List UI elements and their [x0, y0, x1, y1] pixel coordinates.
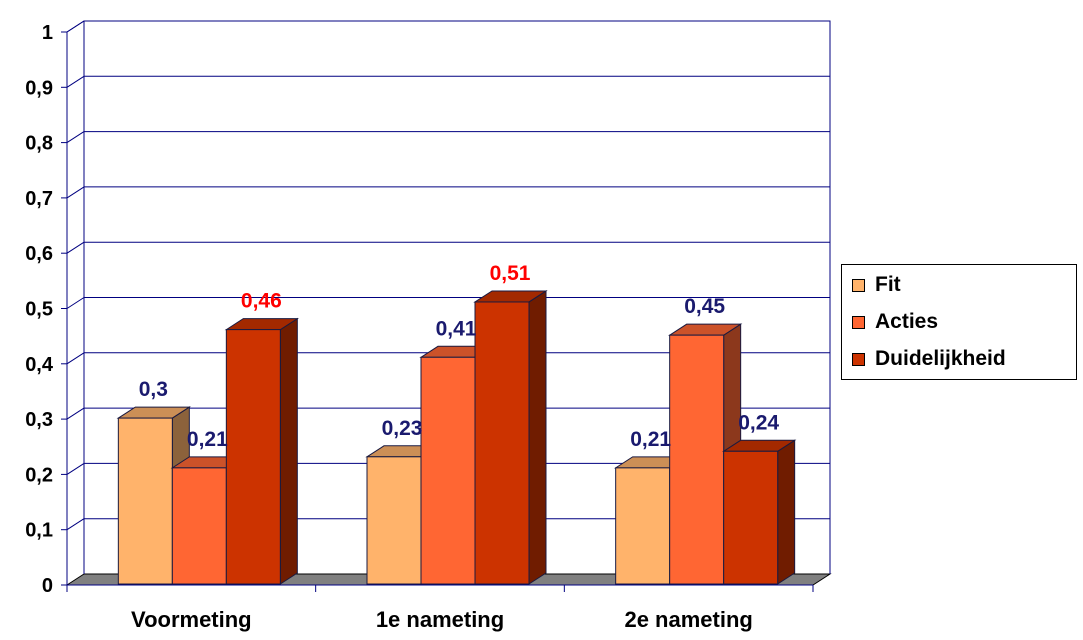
y-tick-label: 0,8: [25, 133, 53, 155]
legend-label-duidelijkheid: Duidelijkheid: [875, 347, 1006, 370]
bar-side: [279, 317, 298, 585]
gridline-side: [66, 75, 85, 88]
data-labels: 0,3 0,21 0,46 0,23 0,41 0,51 0,21 0,45 0,24: [139, 262, 780, 451]
y-tick-label: 0,7: [25, 188, 53, 210]
bar-side: [777, 439, 796, 585]
legend-swatch-fit: [852, 278, 865, 292]
y-tick-label: 0,9: [25, 77, 53, 99]
bars: [116, 290, 797, 585]
y-tick-label: 0,6: [25, 243, 53, 265]
legend-label-fit: Fit: [875, 273, 901, 296]
data-label: 0,24: [738, 411, 779, 434]
legend: Fit Acties Duidelijkheid: [841, 264, 1077, 380]
bar: [225, 329, 281, 585]
bar: [474, 301, 530, 585]
legend-item-duidelijkheid: Duidelijkheid: [852, 346, 1006, 372]
gridline-side: [66, 297, 85, 309]
data-label: 0,21: [630, 428, 671, 451]
gridline-side: [66, 186, 85, 199]
gridline-side: [66, 518, 85, 531]
back-wall-frame: [83, 20, 831, 574]
y-tick-label: 0,1: [25, 520, 53, 542]
y-tick-label: 0,5: [25, 299, 53, 321]
gridline-side: [66, 352, 85, 365]
y-tick-label: 1: [42, 22, 53, 44]
bar: [117, 417, 173, 585]
legend-item-acties: Acties: [852, 309, 938, 335]
y-tick-label: 0,3: [25, 409, 53, 431]
gridline-side: [66, 462, 85, 475]
data-label: 0,23: [382, 417, 423, 440]
gridline-side: [66, 241, 85, 254]
y-axis-top-edge: [66, 20, 85, 33]
data-label: 0,21: [187, 428, 228, 451]
data-label: 0,46: [241, 290, 282, 313]
bar: [723, 450, 779, 585]
y-axis-ticks: 0 0,1 0,2 0,3 0,4 0,5 0,6 0,7 0,8 0,9 1: [25, 22, 67, 597]
x-category-label: Voormeting: [131, 607, 252, 632]
data-label: 0,3: [139, 378, 168, 401]
y-tick-label: 0: [42, 575, 53, 597]
x-category-label: 2e nameting: [624, 607, 752, 632]
gridline-side: [66, 131, 85, 144]
bar-side: [528, 290, 547, 585]
x-axis-categories: Voormeting 1e nameting 2e nameting: [131, 607, 753, 632]
legend-item-fit: Fit: [852, 272, 901, 298]
legend-swatch-duidelijkheid: [852, 352, 865, 366]
y-tick-label: 0,4: [25, 354, 54, 376]
legend-swatch-acties: [852, 315, 865, 329]
bar: [420, 356, 476, 585]
x-category-label: 1e nameting: [376, 607, 504, 632]
legend-label-acties: Acties: [875, 310, 939, 333]
gridline-side: [66, 407, 85, 420]
bar: [669, 334, 725, 585]
bar: [366, 456, 422, 585]
y-tick-label: 0,2: [25, 464, 53, 486]
data-label: 0,45: [684, 295, 725, 318]
bar: [171, 467, 227, 585]
data-label: 0,51: [490, 262, 531, 285]
bar: [615, 467, 671, 585]
data-label: 0,41: [436, 317, 477, 340]
